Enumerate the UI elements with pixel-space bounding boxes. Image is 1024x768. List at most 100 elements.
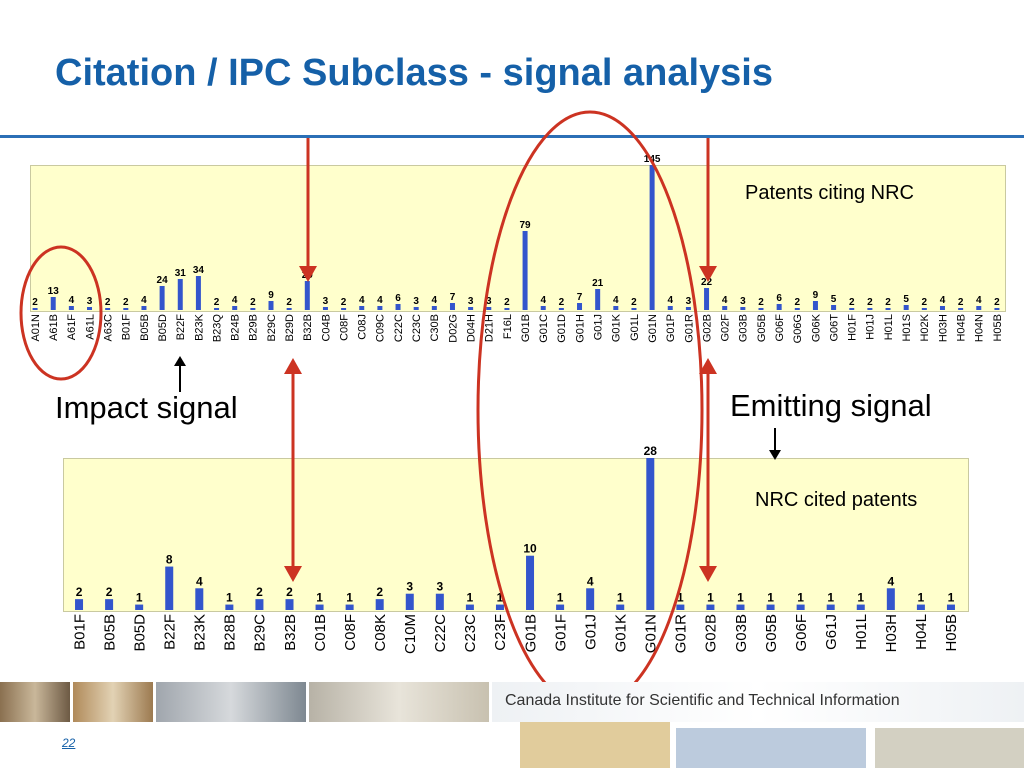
data-label-h02k: 2 — [922, 297, 928, 308]
data-label-a01n: 2 — [32, 297, 38, 308]
bar-a61b — [50, 297, 56, 310]
bar-a61f — [68, 306, 74, 310]
double-arrow-b32b-top — [284, 358, 302, 374]
tick-label-g03b: G03B — [733, 614, 750, 652]
tick-label-g06f: G06F — [793, 614, 810, 652]
tick-label-g01j: G01J — [593, 314, 605, 340]
tick-label-g01d: G01D — [556, 314, 568, 343]
tick-label-h03h: H03H — [883, 614, 900, 652]
bar-b29b — [250, 308, 256, 310]
bar-b29c — [268, 301, 274, 310]
tick-label-h02k: H02K — [919, 313, 931, 341]
data-label-a61l: 3 — [87, 296, 93, 307]
tick-label-d21h: D21H — [484, 314, 496, 342]
bar-b05b — [141, 306, 147, 310]
tick-label-a63c: A63C — [103, 314, 115, 342]
tick-label-c23c: C23C — [411, 314, 423, 342]
data-label-g01b: 79 — [520, 220, 532, 231]
tick-label-g06k: G06K — [810, 313, 822, 342]
tick-label-g01b: G01B — [520, 314, 532, 342]
bar-g01n — [646, 458, 655, 610]
data-label-g05b: 2 — [758, 297, 764, 308]
tick-label-h05b: H05B — [992, 314, 1004, 342]
data-label-g06g: 2 — [795, 297, 801, 308]
bar-h04b — [958, 308, 964, 310]
bar-b23k — [195, 588, 204, 610]
tick-label-c30b: C30B — [429, 314, 441, 342]
data-label-b01f: 2 — [76, 585, 83, 599]
bar-d04h — [468, 307, 474, 310]
tick-label-g01j: G01J — [582, 614, 599, 650]
bar-a61l — [87, 307, 93, 310]
data-label-g01k: 4 — [613, 295, 619, 306]
tick-label-g01c: G01C — [538, 314, 550, 343]
data-label-g03b: 3 — [740, 296, 746, 307]
tick-label-b32b: B32B — [282, 614, 299, 651]
tick-label-b29c: B29C — [252, 614, 269, 652]
tick-label-b29c: B29C — [266, 314, 278, 342]
tick-label-a61l: A61L — [84, 314, 96, 340]
data-label-f16l: 2 — [504, 297, 510, 308]
bar-b32b — [304, 281, 310, 310]
tick-label-g01k: G01K — [612, 614, 629, 652]
bar-c01b — [315, 604, 324, 610]
data-label-g06f: 1 — [797, 591, 804, 605]
bar-a63c — [105, 308, 111, 310]
data-label-h01l: 1 — [857, 591, 864, 605]
tick-label-g06f: G06F — [774, 314, 786, 342]
bar-b29c — [255, 599, 264, 610]
tick-label-g01n: G01N — [647, 314, 659, 343]
data-label-g01h: 7 — [577, 292, 583, 303]
footer-photo-1 — [0, 682, 70, 722]
tick-label-b05b: B05B — [101, 614, 118, 651]
tick-label-g06g: G06G — [792, 314, 804, 343]
data-label-g61j: 1 — [827, 591, 834, 605]
footer-lower-photo-2 — [676, 728, 866, 768]
bar-c10m — [405, 593, 414, 610]
tick-label-g02b: G02B — [701, 314, 713, 342]
bar-c08f — [345, 604, 354, 610]
tick-label-c08f: C08F — [338, 314, 350, 341]
tick-label-b23k: B23K — [192, 614, 209, 651]
tick-label-h01l: H01L — [853, 614, 870, 650]
data-label-g01r: 1 — [677, 591, 684, 605]
bar-c08k — [375, 599, 384, 610]
data-label-c22c: 3 — [436, 580, 443, 594]
top-chart-title: Patents citing NRC — [745, 182, 914, 204]
tick-label-g01r: G01R — [673, 614, 690, 653]
tick-label-g01b: G01B — [522, 614, 539, 652]
bar-h03h — [939, 306, 945, 310]
bar-g01r — [676, 604, 685, 610]
bar-b23q — [214, 308, 220, 310]
tick-label-g01k: G01K — [611, 313, 623, 342]
tick-label-b29b: B29B — [248, 314, 260, 341]
data-label-c30b: 4 — [432, 295, 438, 306]
page-number: 22 — [62, 736, 76, 750]
tick-label-g01p: G01P — [665, 314, 677, 342]
footer-photo-strip — [0, 682, 1024, 722]
tick-label-b01f: B01F — [121, 314, 133, 341]
data-label-a63c: 2 — [105, 297, 111, 308]
bar-c08f — [341, 308, 347, 310]
tick-label-g61j: G61J — [823, 614, 840, 650]
tick-label-b22f: B22F — [161, 614, 178, 650]
tick-label-b28b: B28B — [222, 614, 239, 651]
double-arrow-g02b-top — [699, 358, 717, 374]
data-label-b23k: 34 — [193, 265, 205, 276]
data-label-g02b: 1 — [707, 591, 714, 605]
bar-h03h — [886, 588, 895, 610]
data-label-c08f: 2 — [341, 297, 347, 308]
tick-label-h01f: H01F — [847, 314, 859, 341]
bar-b05d — [135, 604, 144, 610]
data-label-g01c: 4 — [540, 295, 546, 306]
data-label-c10m: 3 — [406, 580, 413, 594]
arrowhead-g02b — [699, 266, 717, 282]
bar-h01l — [856, 604, 865, 610]
bar-h01s — [903, 305, 909, 310]
data-label-g06t: 5 — [831, 294, 837, 305]
bar-c23c — [413, 307, 419, 310]
data-label-c22c: 6 — [395, 293, 401, 304]
data-label-b29b: 2 — [250, 297, 256, 308]
data-label-c23c: 3 — [413, 296, 419, 307]
bar-b29d — [286, 308, 292, 310]
